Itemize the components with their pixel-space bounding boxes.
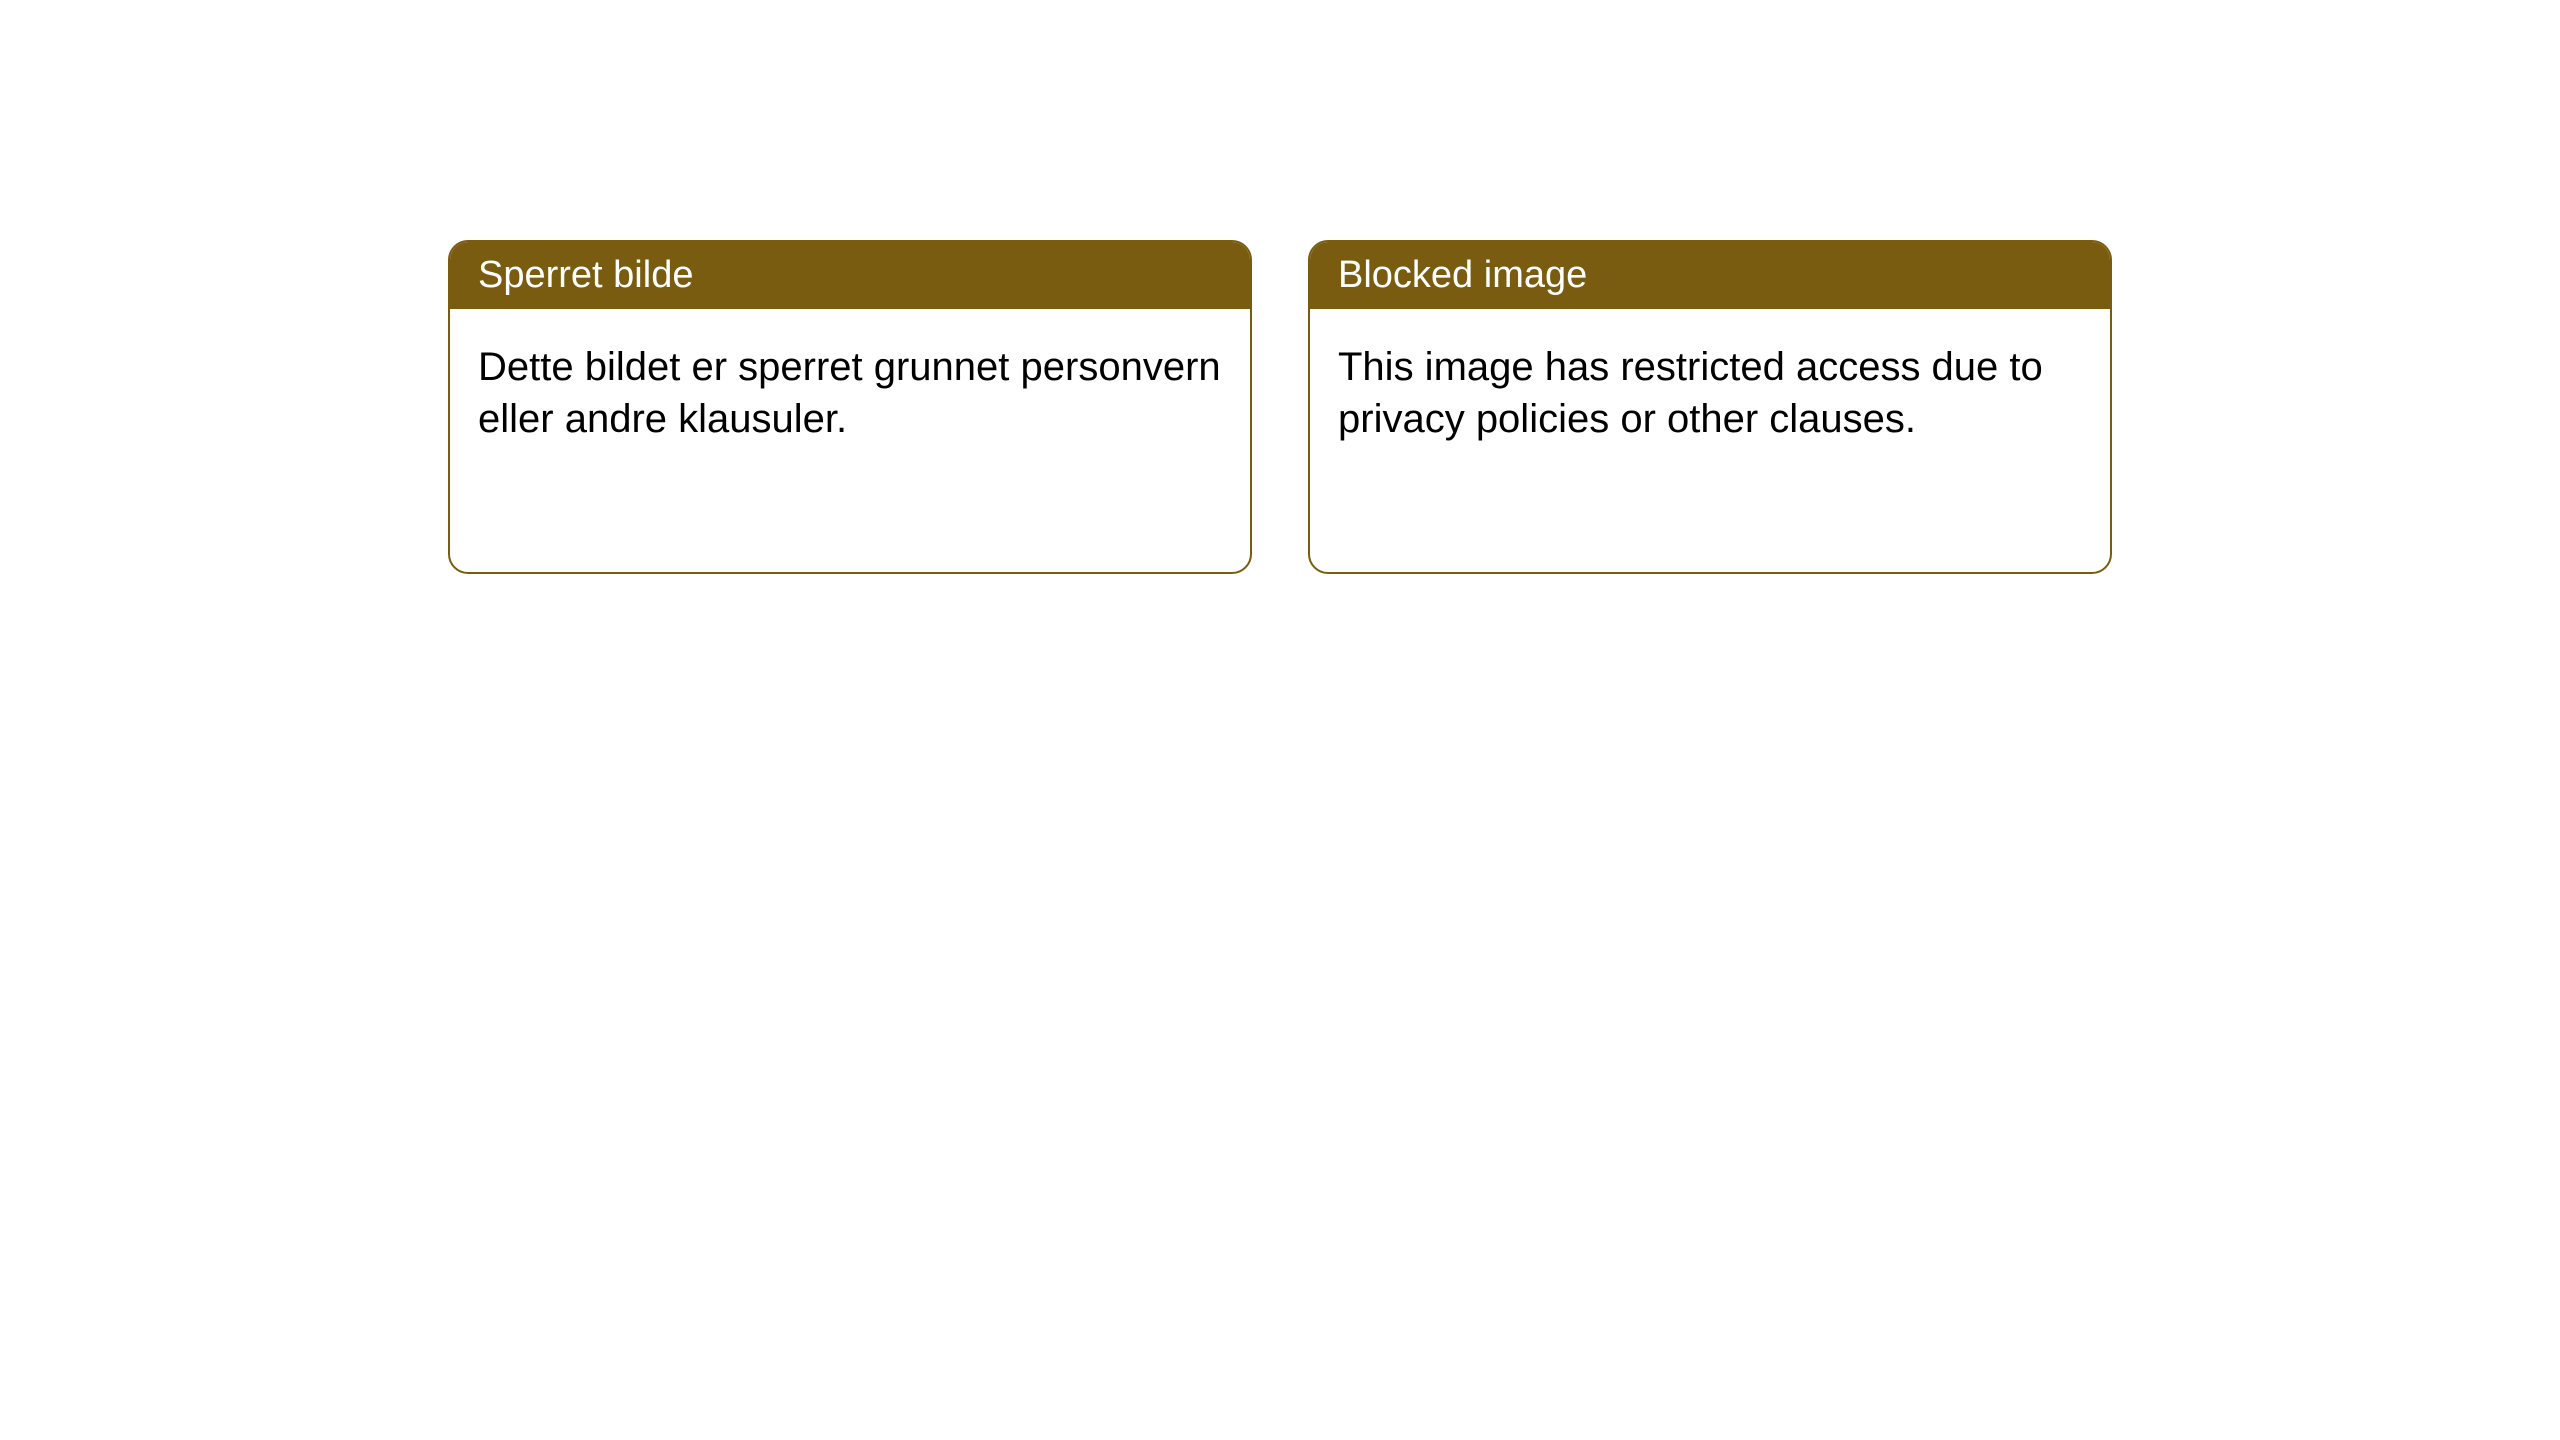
card-header: Sperret bilde xyxy=(450,242,1250,309)
card-body-text: This image has restricted access due to … xyxy=(1338,345,2043,441)
card-title: Sperret bilde xyxy=(478,254,693,296)
card-body: This image has restricted access due to … xyxy=(1310,309,2110,477)
card-header: Blocked image xyxy=(1310,242,2110,309)
blocked-image-card-english: Blocked image This image has restricted … xyxy=(1308,240,2112,574)
blocked-image-card-norwegian: Sperret bilde Dette bildet er sperret gr… xyxy=(448,240,1252,574)
cards-container: Sperret bilde Dette bildet er sperret gr… xyxy=(448,240,2112,574)
card-title: Blocked image xyxy=(1338,254,1587,296)
card-body: Dette bildet er sperret grunnet personve… xyxy=(450,309,1250,477)
card-body-text: Dette bildet er sperret grunnet personve… xyxy=(478,345,1221,441)
